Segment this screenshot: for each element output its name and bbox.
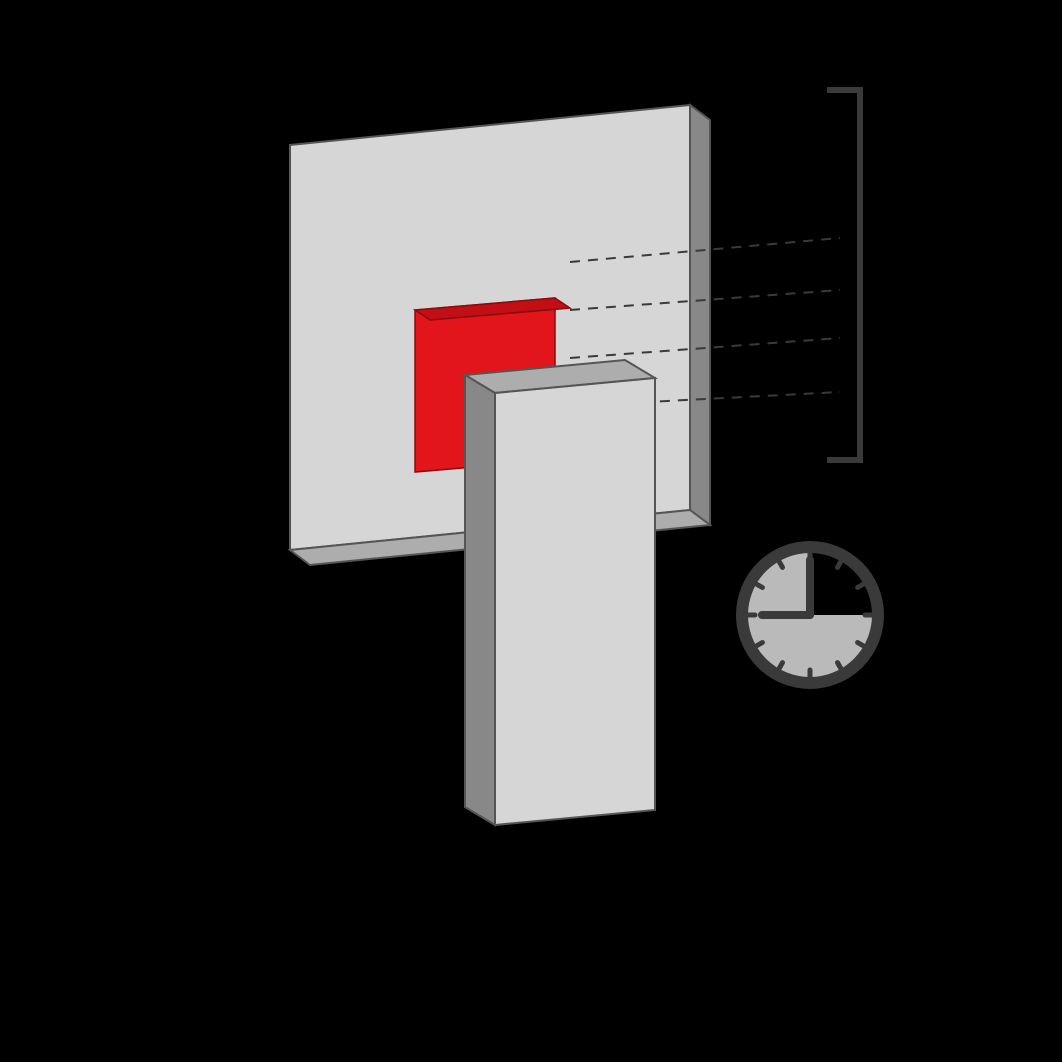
clock-icon [742, 547, 878, 683]
dimension-bracket [830, 90, 860, 460]
handle-face [495, 378, 655, 825]
plate-side-right [690, 105, 710, 525]
lever-handle [465, 360, 655, 825]
handle-side-left [465, 375, 495, 825]
